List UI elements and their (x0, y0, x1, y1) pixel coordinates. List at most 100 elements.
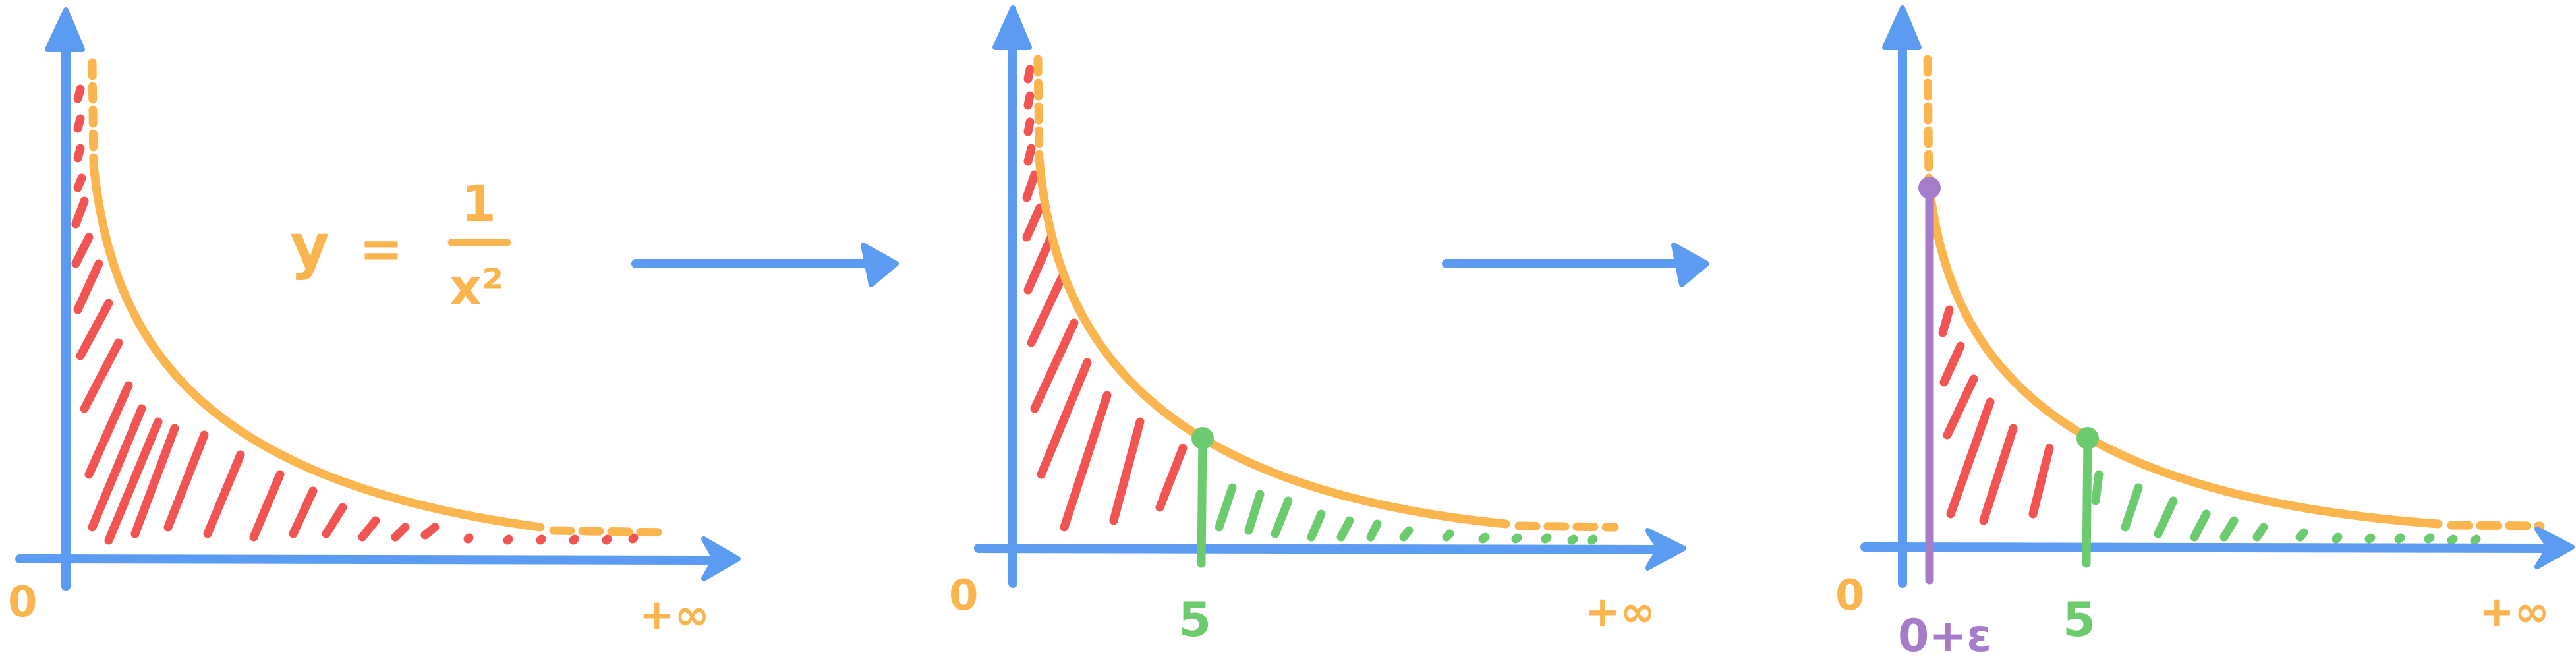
infinity-label: +∞ (1585, 588, 1655, 637)
red-hatch-stroke (130, 424, 179, 538)
transition-arrow-1 (631, 243, 899, 287)
red-hatch-stroke (1155, 444, 1188, 512)
red-hatch-stroke (73, 173, 86, 192)
curve-dashed-tail (1514, 521, 1619, 532)
red-hatch-stroke (1979, 424, 2018, 525)
red-hatch-stroke (73, 114, 85, 133)
green-hatch-stroke (1366, 519, 1382, 542)
red-hatch-stroke (203, 450, 245, 538)
green-hatch-stroke (2424, 533, 2435, 544)
green-hatch-stroke (1511, 533, 1522, 544)
green-hatching (2091, 470, 2481, 545)
red-hatch-dot (503, 534, 513, 545)
red-hatching (1938, 305, 2054, 525)
x-axis-arrowhead (701, 536, 741, 581)
green-hatching (1215, 483, 1598, 545)
cut-line-at-5 (2082, 434, 2092, 568)
red-hatch-stroke (1023, 144, 1036, 166)
x-axis-arrowhead (2534, 527, 2575, 569)
panel-1: 0 +∞ y = 1 x² (8, 7, 741, 640)
green-hatch-stroke (2121, 483, 2143, 532)
green-hatch-stroke (2091, 470, 2104, 505)
curve-dashed-top (1033, 55, 1044, 159)
x-axis-arrowhead (1645, 528, 1686, 571)
red-hatch-stroke (73, 84, 85, 103)
red-hatch-stroke (289, 486, 318, 538)
panel-3: 0 0+ε 5 +∞ (1835, 5, 2575, 659)
red-hatch-dot (569, 534, 579, 545)
curve-dashed-tail (549, 526, 670, 537)
panel-2: 0 5 +∞ (949, 5, 1686, 647)
x-axis (974, 544, 1662, 554)
green-hatch-stroke (1336, 516, 1354, 542)
green-hatch-stroke (1271, 496, 1293, 538)
red-hatch-stroke (1027, 272, 1067, 347)
red-hatch-stroke (1023, 91, 1035, 110)
green-hatch-stroke (2447, 534, 2458, 545)
red-hatch-stroke (1022, 170, 1039, 202)
red-hatch-stroke (1938, 305, 1954, 337)
red-hatch-stroke (71, 196, 89, 229)
red-hatch-stroke (1022, 203, 1045, 242)
green-hatch-stroke (2219, 516, 2239, 542)
origin-label: 0 (949, 571, 979, 620)
green-hatch-stroke (1478, 532, 1490, 544)
red-hatch-stroke (73, 259, 103, 314)
red-hatch-stroke (1030, 318, 1079, 413)
red-hatching (71, 84, 639, 545)
curve-1-over-x-squared (1035, 154, 1510, 529)
equation-equals: = (359, 218, 403, 279)
red-hatch-stroke (1023, 233, 1056, 295)
red-hatch-stroke (163, 430, 209, 532)
curve-dashed-top (1923, 55, 1933, 189)
red-hatch-stroke (71, 233, 94, 268)
red-hatch-stroke (1946, 397, 1995, 519)
transition-arrow-2 (1442, 243, 1709, 287)
curve-1-over-x-squared (89, 160, 545, 532)
cut-label: 5 (2063, 592, 2096, 647)
red-hatch-stroke (80, 338, 123, 413)
infinity-label: +∞ (2479, 588, 2550, 637)
y-axis-arrowhead (45, 7, 85, 52)
red-hatch-stroke (1037, 358, 1092, 479)
curve-1-over-x-squared (1925, 183, 2443, 529)
epsilon-label: 0+ε (1898, 610, 1991, 659)
green-hatch-stroke (1399, 526, 1414, 542)
y-axis-arrowhead (992, 5, 1032, 50)
green-hatch-stroke (1541, 533, 1552, 544)
red-hatch-dot (602, 534, 612, 545)
curve-dashed-top (88, 58, 98, 166)
red-hatch-stroke (88, 404, 146, 532)
red-hatch-stroke (76, 299, 113, 360)
green-hatch-stroke (2332, 532, 2343, 544)
green-hatch-stroke (1244, 490, 1265, 535)
x-axis (15, 554, 716, 565)
red-hatch-stroke (2028, 444, 2054, 519)
green-hatch-stroke (2295, 528, 2308, 542)
cut-point-dot (1191, 427, 1214, 449)
red-hatch-stroke (322, 503, 347, 538)
red-hatch-stroke (1023, 117, 1035, 136)
red-hatch-stroke (73, 144, 85, 163)
green-hatch-stroke (1215, 483, 1237, 532)
cut-line-at-5 (1197, 434, 1207, 568)
green-hatch-stroke (1587, 534, 1598, 545)
red-hatch-stroke (1939, 341, 1965, 387)
infinity-label: +∞ (639, 591, 710, 640)
epsilon-point-dot (1918, 177, 1941, 199)
green-hatch-stroke (2190, 509, 2211, 542)
cut-label: 5 (1178, 592, 1211, 647)
green-hatch-stroke (1442, 529, 1454, 542)
red-hatch-stroke (104, 417, 163, 545)
equation-y: y (290, 211, 329, 281)
equation-numerator: 1 (461, 174, 496, 233)
green-hatch-stroke (2364, 533, 2376, 544)
origin-label: 0 (1835, 571, 1865, 620)
curve-dashed-tail (2447, 521, 2545, 530)
right-arrow-head (861, 243, 899, 287)
x-axis (1860, 542, 2552, 553)
red-hatch-stroke (1109, 417, 1145, 525)
red-hatch-dot (463, 533, 474, 544)
red-hatch-stroke (1943, 374, 1978, 440)
